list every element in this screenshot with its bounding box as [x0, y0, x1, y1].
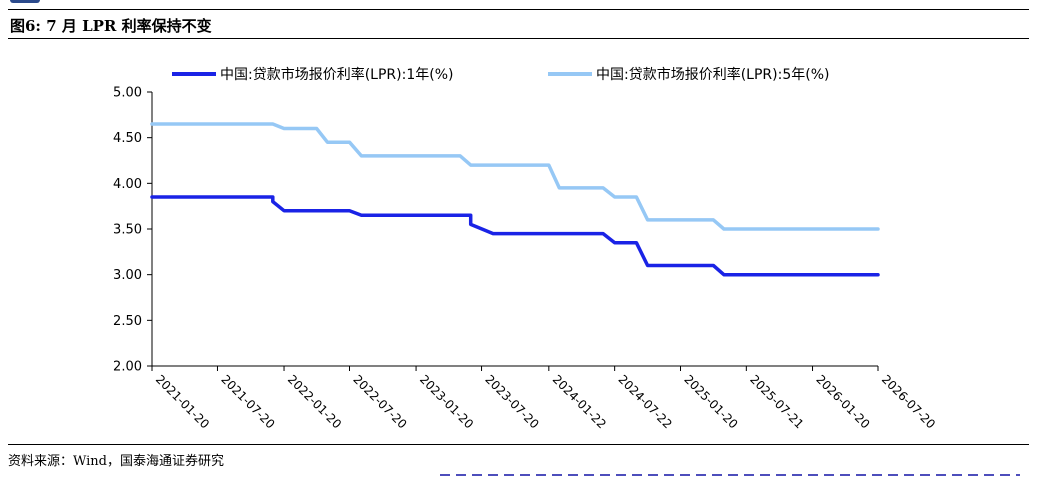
x-tick-label: 2023-07-20	[482, 372, 541, 431]
line-chart: 中国:贷款市场报价利率(LPR):1年(%) 中国:贷款市场报价利率(LPR):5…	[113, 66, 938, 431]
watermark-text-strip	[440, 474, 1020, 483]
y-tick-label: 3.00	[113, 268, 142, 283]
source-note: 资料来源：Wind，国泰海通证券研究	[8, 454, 224, 469]
y-tick-label: 2.50	[113, 314, 142, 329]
legend-label-5y: 中国:贷款市场报价利率(LPR):5年(%)	[596, 66, 829, 83]
x-tick-label: 2021-07-20	[218, 372, 277, 431]
y-tick-label: 4.50	[113, 131, 142, 146]
x-tick-label: 2026-01-20	[813, 372, 872, 431]
x-tick-label: 2022-01-20	[285, 372, 344, 431]
series-line-5y	[150, 122, 880, 231]
legend: 中国:贷款市场报价利率(LPR):1年(%) 中国:贷款市场报价利率(LPR):5…	[172, 66, 829, 83]
x-tick-label: 2022-07-20	[350, 372, 409, 431]
y-tick-label: 3.50	[113, 223, 142, 238]
x-tick-label: 2024-01-22	[550, 372, 609, 431]
x-tick-label: 2023-01-20	[417, 372, 476, 431]
figure-title: 图6: 7 月 LPR 利率保持不变	[10, 17, 212, 35]
y-tick-label: 4.00	[113, 177, 142, 192]
x-tick-label: 2026-07-20	[879, 372, 938, 431]
y-tick-label: 2.00	[113, 360, 142, 375]
company-logo-mark	[10, 0, 40, 3]
x-tick-label: 2025-01-20	[681, 372, 740, 431]
legend-label-1y: 中国:贷款市场报价利率(LPR):1年(%)	[220, 66, 453, 83]
x-tick-label: 2025-07-21	[747, 372, 806, 431]
x-tick-label: 2024-07-22	[616, 372, 675, 431]
footer-divider	[8, 444, 1029, 445]
figure-header: 图6: 7 月 LPR 利率保持不变	[8, 9, 1029, 39]
x-axis: 2021-01-20 2021-07-20 2022-01-20 2022-07-20…	[151, 365, 938, 431]
x-tick-label: 2021-01-20	[153, 372, 212, 431]
y-tick-label: 5.00	[113, 86, 142, 101]
y-axis: 5.00 4.50 4.00 3.50 3.00 2.50 2.00	[113, 86, 153, 375]
series-group	[150, 122, 880, 277]
top-banner	[0, 0, 1038, 9]
series-line-1y	[150, 195, 880, 277]
